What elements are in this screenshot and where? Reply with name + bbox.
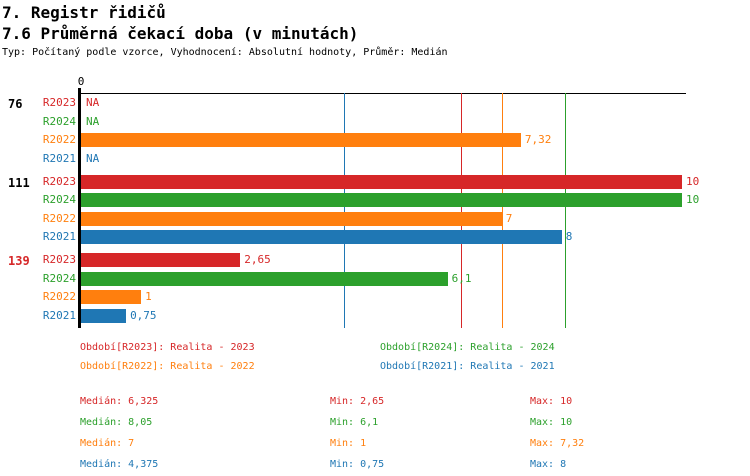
row-label-R2021: R2021 <box>42 308 76 322</box>
bar-R2022 <box>81 211 502 226</box>
legend-item-R2022: Období[R2022]: Realita - 2022 <box>80 361 255 372</box>
bar-value-R2023: NA <box>86 96 100 109</box>
bar-R2022 <box>81 133 521 147</box>
row-label-R2022: R2022 <box>42 211 76 225</box>
bar-value-R2021: 8 <box>565 230 573 243</box>
median-line-R2022 <box>501 93 503 328</box>
median-line-R2021 <box>343 93 345 328</box>
bar-value-R2023: 10 <box>686 174 700 188</box>
bar-R2024 <box>81 271 448 286</box>
stat-median-R2023: Medián: 6,325 <box>80 396 159 407</box>
row-label-R2023: R2023 <box>42 96 76 109</box>
stat-min-R2021: Min: 0,75 <box>330 459 385 470</box>
row-label-R2022: R2022 <box>42 290 76 303</box>
bar-R2021 <box>81 230 562 244</box>
group-label-111: 111 <box>8 175 30 190</box>
bar-value-R2023: 2,65 <box>244 253 271 266</box>
stat-min-R2022: Min: 1 <box>330 438 367 449</box>
bar-R2024 <box>81 193 682 207</box>
stat-min-R2023: Min: 2,65 <box>330 396 385 407</box>
stat-max-R2024: Max: 10 <box>530 417 573 428</box>
bar-value-R2024: 6,1 <box>451 271 472 285</box>
median-line-R2024 <box>564 93 566 328</box>
bar-R2022 <box>81 290 142 304</box>
stat-median-R2024: Medián: 8,05 <box>80 417 153 428</box>
chart-title: 7.6 Průměrná čekací doba (v minutách) <box>2 24 359 43</box>
chart-meta-line: Typ: Počítaný podle vzorce, Vyhodnocení:… <box>2 47 448 58</box>
group-label-76: 76 <box>8 97 23 111</box>
row-label-R2024: R2024 <box>42 114 76 128</box>
row-label-R2024: R2024 <box>42 271 76 285</box>
bar-value-R2024: NA <box>86 114 100 128</box>
stat-max-R2021: Max: 8 <box>530 459 567 470</box>
x-axis-zero-label: 0 <box>77 75 85 88</box>
stat-min-R2024: Min: 6,1 <box>330 417 379 428</box>
stat-max-R2023: Max: 10 <box>530 396 573 407</box>
stat-max-R2022: Max: 7,32 <box>530 438 585 449</box>
bar-value-R2022: 7 <box>505 211 513 225</box>
bar-value-R2024: 10 <box>686 193 700 206</box>
bar-value-R2022: 1 <box>145 290 152 303</box>
legend-item-R2021: Období[R2021]: Realita - 2021 <box>380 361 555 372</box>
bar-R2023 <box>81 174 682 189</box>
bar-R2023 <box>81 253 241 267</box>
bar-value-R2021: 0,75 <box>130 308 157 322</box>
row-label-R2024: R2024 <box>42 193 76 206</box>
bar-value-R2021: NA <box>86 151 100 165</box>
row-label-R2022: R2022 <box>42 133 76 146</box>
x-axis-line <box>78 93 686 94</box>
row-label-R2023: R2023 <box>42 253 76 266</box>
row-label-R2021: R2021 <box>42 230 76 243</box>
group-label-139: 139 <box>8 254 30 268</box>
legend-item-R2024: Období[R2024]: Realita - 2024 <box>380 342 555 353</box>
bar-R2021 <box>81 308 127 323</box>
row-label-R2021: R2021 <box>42 151 76 165</box>
median-line-R2023 <box>461 93 463 328</box>
row-label-R2023: R2023 <box>42 174 76 188</box>
legend-item-R2023: Období[R2023]: Realita - 2023 <box>80 342 255 353</box>
bar-value-R2022: 7,32 <box>524 133 552 146</box>
stat-median-R2021: Medián: 4,375 <box>80 459 159 470</box>
page-title: 7. Registr řidičů <box>2 3 166 22</box>
stat-median-R2022: Medián: 7 <box>80 438 135 449</box>
y-axis-line <box>78 88 81 328</box>
